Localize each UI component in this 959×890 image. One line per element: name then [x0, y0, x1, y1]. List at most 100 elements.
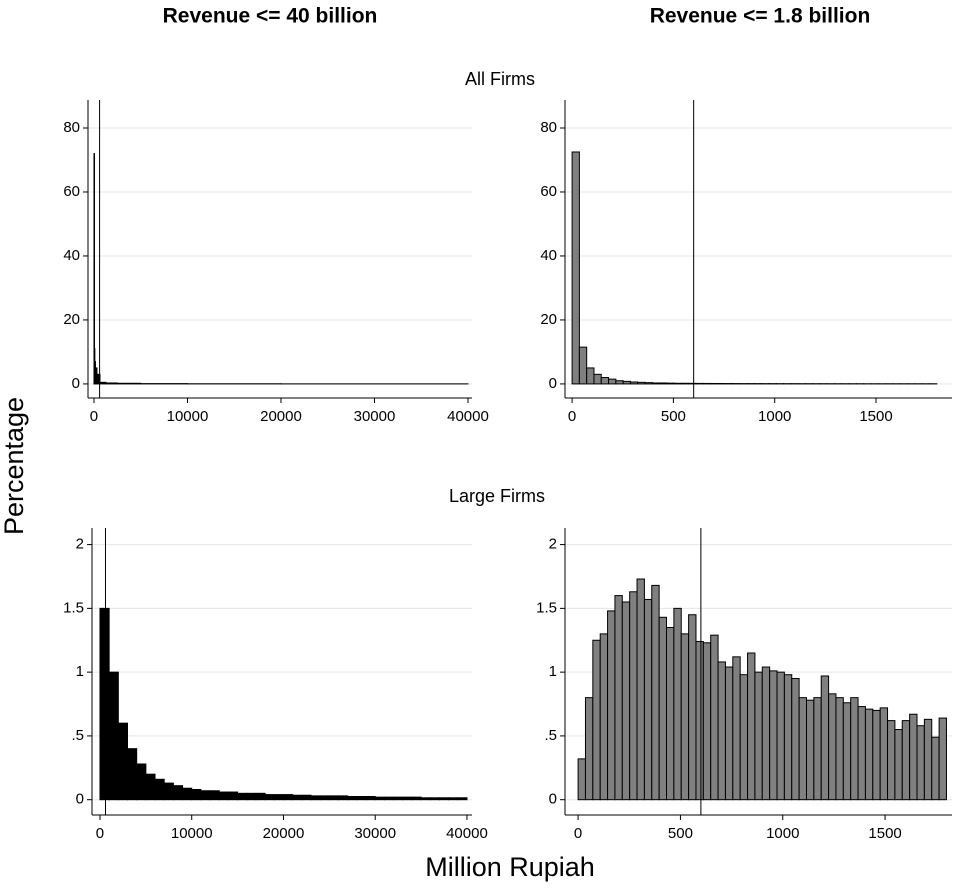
bar — [938, 717, 947, 801]
bar — [154, 778, 165, 801]
bar — [393, 796, 404, 801]
bar — [457, 797, 468, 801]
y-tick-label: 20 — [63, 311, 80, 328]
bar — [429, 797, 440, 801]
bar — [592, 639, 601, 801]
y-tick-label: 60 — [540, 183, 557, 200]
y-axis-title: Percentage — [0, 397, 29, 535]
bar — [586, 367, 595, 385]
bar — [923, 718, 933, 801]
y-tick-label: 80 — [540, 119, 557, 136]
y-tick-label: 2 — [76, 536, 84, 553]
bar — [108, 671, 119, 801]
bar — [237, 792, 248, 801]
x-tick-label: 40000 — [446, 825, 488, 842]
bar — [850, 697, 859, 801]
x-tick-label: 1500 — [859, 408, 892, 425]
bar — [879, 707, 889, 801]
bar — [695, 641, 704, 801]
bar — [887, 720, 896, 801]
bar — [710, 634, 719, 801]
bar — [629, 381, 639, 385]
y-tick-label: 40 — [63, 247, 80, 264]
bar — [643, 598, 653, 801]
bar — [909, 713, 918, 801]
bar — [264, 794, 275, 801]
bar — [116, 382, 142, 385]
bar — [916, 725, 925, 801]
bar — [636, 578, 645, 801]
row-title: All Firms — [465, 69, 535, 89]
x-tick-label: 0 — [90, 408, 98, 425]
bar — [857, 706, 866, 801]
bar — [584, 697, 594, 801]
column-title: Revenue <= 40 billion — [163, 5, 378, 28]
bar — [292, 794, 303, 801]
x-tick-label: 1000 — [758, 408, 791, 425]
bar — [246, 792, 257, 801]
bar — [680, 633, 690, 801]
x-tick-label: 500 — [668, 825, 693, 842]
x-tick-label: 30000 — [354, 408, 396, 425]
bar — [659, 382, 668, 385]
bar — [695, 382, 704, 385]
bar — [622, 380, 631, 385]
bar — [136, 763, 147, 801]
y-tick-label: 0 — [549, 791, 557, 808]
bar — [724, 666, 734, 801]
y-tick-label: .5 — [544, 727, 557, 744]
bar — [99, 607, 110, 801]
bar — [356, 796, 367, 801]
bar — [593, 373, 602, 385]
x-tick-label: 0 — [568, 408, 576, 425]
y-tick-label: 0 — [549, 375, 557, 392]
bar — [105, 382, 118, 385]
bar — [172, 785, 184, 801]
bar — [374, 796, 385, 801]
bar — [828, 693, 837, 801]
bar — [717, 661, 726, 801]
row-title: Large Firms — [449, 486, 545, 506]
y-tick-label: 1 — [76, 663, 84, 680]
bar — [931, 736, 940, 801]
bar — [702, 642, 712, 801]
bar — [182, 787, 193, 801]
bar — [227, 791, 239, 801]
bar — [666, 382, 675, 385]
bar — [791, 678, 800, 801]
x-tick-label: 20000 — [260, 408, 302, 425]
y-tick-label: 2 — [549, 536, 557, 553]
bar — [901, 720, 911, 801]
bar — [365, 796, 376, 801]
bar — [783, 674, 793, 801]
bar — [739, 674, 749, 801]
bar — [673, 382, 683, 385]
bar — [842, 702, 852, 801]
bar — [644, 382, 653, 385]
x-tick-label: 0 — [96, 825, 104, 842]
bar — [732, 656, 741, 801]
bar — [651, 382, 661, 385]
bar — [608, 378, 617, 385]
bar — [571, 151, 580, 385]
bar — [578, 346, 588, 385]
bar — [813, 697, 822, 801]
bar — [99, 381, 107, 385]
bar — [301, 794, 312, 801]
bar — [448, 797, 459, 801]
bar — [629, 591, 638, 801]
bar — [820, 675, 830, 801]
bar — [688, 382, 697, 385]
bar — [637, 381, 646, 385]
x-tick-label: 20000 — [263, 825, 305, 842]
bar — [319, 795, 330, 801]
column-title: Revenue <= 1.8 billion — [650, 5, 871, 28]
x-tick-label: 10000 — [171, 825, 213, 842]
bar — [411, 796, 422, 801]
bar — [673, 607, 682, 801]
bar — [835, 697, 844, 801]
y-tick-label: 60 — [63, 183, 80, 200]
x-tick-label: 10000 — [167, 408, 209, 425]
bar — [402, 796, 413, 801]
bar — [872, 709, 881, 801]
